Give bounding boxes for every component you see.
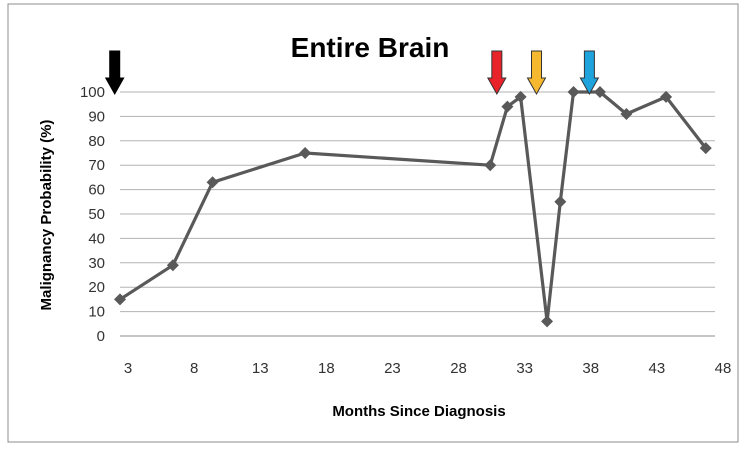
x-tick-label-48: 48 bbox=[715, 360, 732, 377]
annotation-arrow-2 bbox=[526, 50, 547, 96]
y-axis-title: Malignancy Probability (%) bbox=[38, 120, 55, 311]
annotation-arrows bbox=[104, 50, 600, 96]
data-point-4 bbox=[484, 159, 497, 172]
data-point-3 bbox=[299, 147, 312, 159]
x-tick-label-3: 3 bbox=[124, 360, 132, 377]
x-tick-label-43: 43 bbox=[649, 360, 666, 377]
series bbox=[114, 86, 712, 328]
gridlines bbox=[120, 91, 715, 313]
data-point-9 bbox=[567, 86, 580, 98]
y-tick-label-60: 60 bbox=[88, 182, 105, 199]
data-point-0 bbox=[114, 293, 126, 306]
y-tick-label-70: 70 bbox=[88, 157, 105, 174]
data-point-8 bbox=[554, 195, 567, 208]
annotation-arrow-0 bbox=[104, 50, 125, 96]
y-tick-labels: 0 10 20 30 40 50 60 70 80 90 100 bbox=[80, 84, 105, 345]
data-point-6 bbox=[514, 90, 527, 103]
data-point-10 bbox=[593, 86, 606, 98]
y-tick-label-40: 40 bbox=[88, 230, 105, 247]
y-tick-label-90: 90 bbox=[88, 108, 105, 125]
y-tick-label-20: 20 bbox=[88, 279, 105, 296]
x-tick-label-28: 28 bbox=[450, 360, 467, 377]
x-tick-labels: 3 8 13 18 23 28 33 38 43 48 bbox=[124, 360, 732, 377]
y-tick-label-50: 50 bbox=[88, 206, 105, 223]
data-point-2 bbox=[206, 176, 219, 189]
data-point-5 bbox=[501, 100, 514, 113]
annotation-arrow-3 bbox=[579, 50, 600, 96]
data-point-7 bbox=[541, 315, 554, 328]
y-tick-label-10: 10 bbox=[88, 304, 105, 321]
x-axis-title: Months Since Diagnosis bbox=[332, 403, 505, 420]
data-point-1 bbox=[166, 259, 179, 272]
x-tick-label-33: 33 bbox=[516, 360, 533, 377]
x-tick-label-8: 8 bbox=[190, 360, 198, 377]
x-tick-label-13: 13 bbox=[252, 360, 269, 377]
chart-title: Entire Brain bbox=[291, 32, 450, 63]
y-tick-label-80: 80 bbox=[88, 133, 105, 150]
y-tick-label-100: 100 bbox=[80, 84, 105, 101]
data-point-12 bbox=[660, 90, 673, 103]
series-line-0 bbox=[119, 90, 707, 323]
y-tick-label-0: 0 bbox=[97, 328, 105, 345]
y-tick-label-30: 30 bbox=[88, 255, 105, 272]
x-tick-label-23: 23 bbox=[384, 360, 401, 377]
x-tick-label-18: 18 bbox=[318, 360, 335, 377]
data-point-13 bbox=[699, 142, 712, 155]
chart-border bbox=[7, 3, 739, 443]
x-tick-label-38: 38 bbox=[582, 360, 599, 377]
annotation-arrow-1 bbox=[486, 50, 507, 96]
data-point-11 bbox=[620, 107, 633, 120]
